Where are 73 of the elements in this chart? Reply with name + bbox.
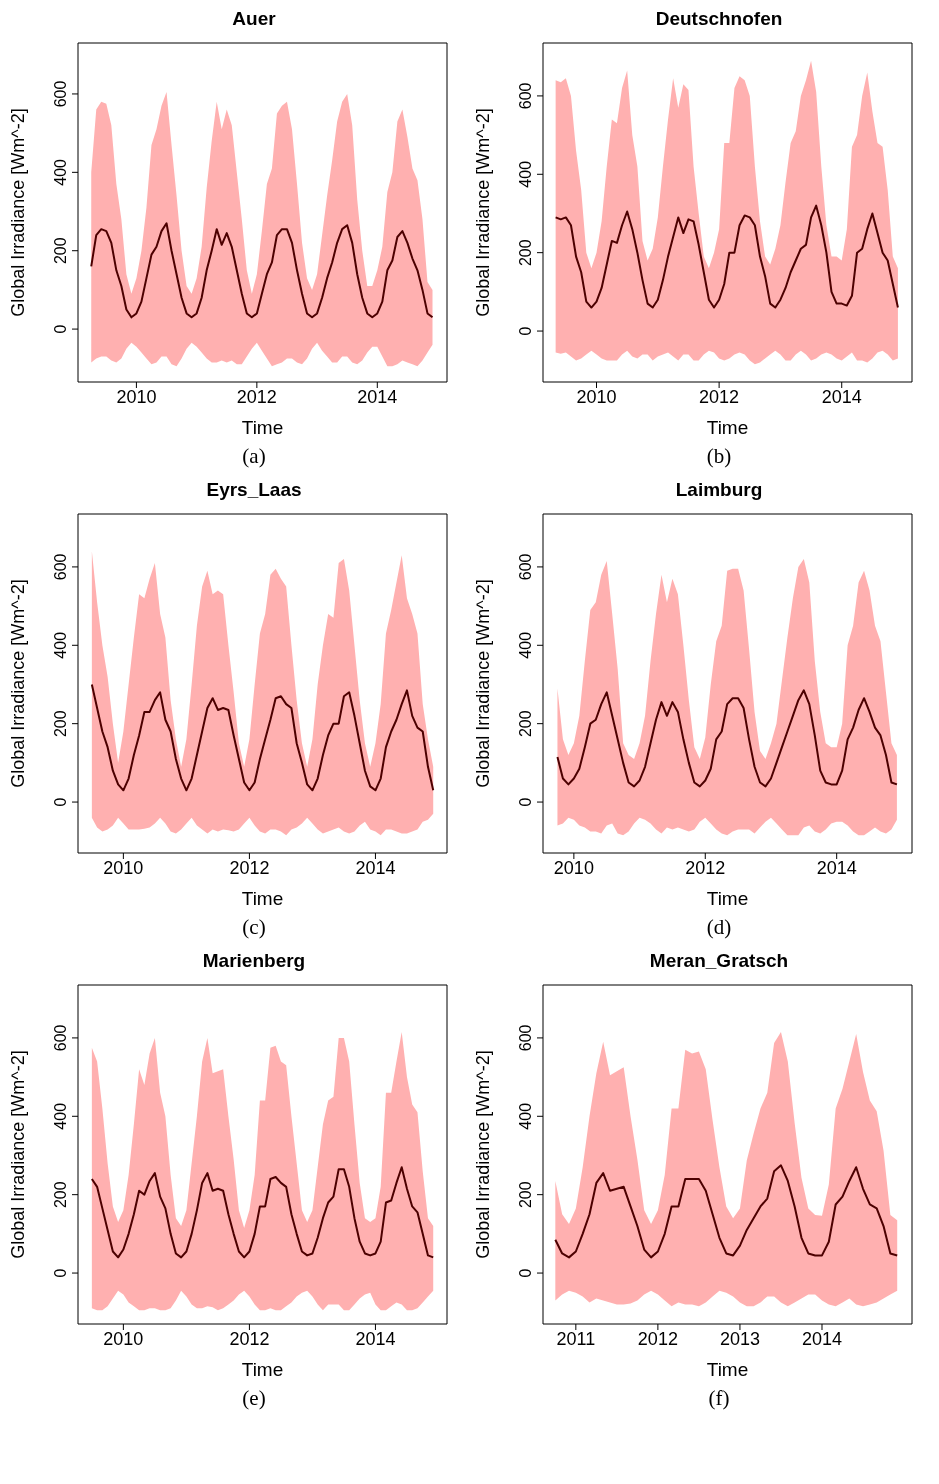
x-tick-label: 2014 <box>355 857 396 878</box>
text: (a) <box>241 444 267 469</box>
y-tick-label: 400 <box>517 160 534 188</box>
y-axis-title: Global Irradiance [Wm^-2] <box>8 1050 29 1259</box>
line-series <box>90 222 434 319</box>
x-tick-label: 2014 <box>801 1328 843 1349</box>
y-tick-label: 200 <box>517 1181 534 1209</box>
y-tick-label: 0 <box>52 324 69 334</box>
text: (e) <box>241 1386 267 1411</box>
x-axis-title: Time <box>706 417 749 438</box>
chart-title: Marienberg <box>201 950 307 973</box>
y-tick-label: 0 <box>517 326 534 336</box>
y-axis-title: Global Irradiance [Wm^-2] <box>8 579 29 788</box>
y-tick-label: 0 <box>517 797 534 807</box>
chart-title: Eyrs_Laas <box>205 479 303 502</box>
y-tick-label: 200 <box>517 710 534 738</box>
y-tick-label: 200 <box>52 710 69 738</box>
x-tick-label: 2010 <box>103 1328 144 1349</box>
line-series <box>556 689 898 788</box>
y-tick-label: 600 <box>52 553 69 581</box>
y-tick-label: 200 <box>52 237 69 265</box>
chart-title: Meran_Gratsch <box>648 950 790 973</box>
line-series <box>554 204 899 309</box>
x-tick-label: 2012 <box>685 857 726 878</box>
chart-title: Deutschnofen <box>654 8 784 31</box>
line-series <box>90 683 435 792</box>
x-axis-title: Time <box>241 888 284 909</box>
y-tick-label: 600 <box>517 1024 534 1052</box>
x-axis-title: Time <box>241 417 284 438</box>
text: (f) <box>707 1386 731 1411</box>
y-axis-title: Global Irradiance [Wm^-2] <box>473 108 494 317</box>
x-axis-title: Time <box>241 1359 284 1380</box>
y-axis-title: Global Irradiance [Wm^-2] <box>473 579 494 788</box>
x-tick-label: 2012 <box>699 386 740 407</box>
y-tick-label: 400 <box>52 631 69 659</box>
text: (b) <box>705 444 733 469</box>
x-tick-label: 2014 <box>821 386 862 407</box>
x-tick-label: 2010 <box>553 857 594 878</box>
y-tick-label: 600 <box>517 553 534 581</box>
y-tick-label: 600 <box>517 82 534 110</box>
y-tick-label: 600 <box>52 80 69 108</box>
y-tick-label: 400 <box>517 631 534 659</box>
y-tick-label: 600 <box>52 1024 69 1052</box>
y-tick-label: 0 <box>52 1268 69 1278</box>
x-tick-label: 2012 <box>229 1328 270 1349</box>
x-tick-label: 2012 <box>236 386 277 407</box>
x-tick-label: 2014 <box>357 386 398 407</box>
x-tick-label: 2013 <box>719 1328 760 1349</box>
x-tick-label: 2010 <box>103 857 144 878</box>
y-tick-label: 400 <box>52 158 69 186</box>
y-tick-label: 400 <box>52 1102 69 1130</box>
chart-title: Laimburg <box>674 479 764 502</box>
y-tick-label: 200 <box>517 239 534 267</box>
x-tick-label: 2010 <box>116 386 157 407</box>
x-tick-label: 2012 <box>637 1328 678 1349</box>
line-series <box>90 1166 435 1259</box>
y-axis-title: Global Irradiance [Wm^-2] <box>8 108 29 317</box>
x-axis-title: Time <box>706 888 749 909</box>
y-axis-title: Global Irradiance [Wm^-2] <box>473 1050 494 1259</box>
line-series <box>554 1164 899 1259</box>
x-axis-title: Time <box>706 1359 749 1380</box>
y-tick-label: 0 <box>52 797 69 807</box>
x-tick-label: 2014 <box>355 1328 396 1349</box>
chart-title: Auer <box>231 8 277 31</box>
x-tick-label: 2011 <box>556 1328 596 1349</box>
y-tick-label: 400 <box>517 1102 534 1130</box>
y-tick-label: 200 <box>52 1181 69 1209</box>
x-tick-label: 2010 <box>576 386 617 407</box>
x-tick-label: 2014 <box>816 857 857 878</box>
text: (c) <box>241 915 267 940</box>
text: (d) <box>705 915 733 940</box>
y-tick-label: 0 <box>517 1268 534 1278</box>
x-tick-label: 2012 <box>229 857 270 878</box>
